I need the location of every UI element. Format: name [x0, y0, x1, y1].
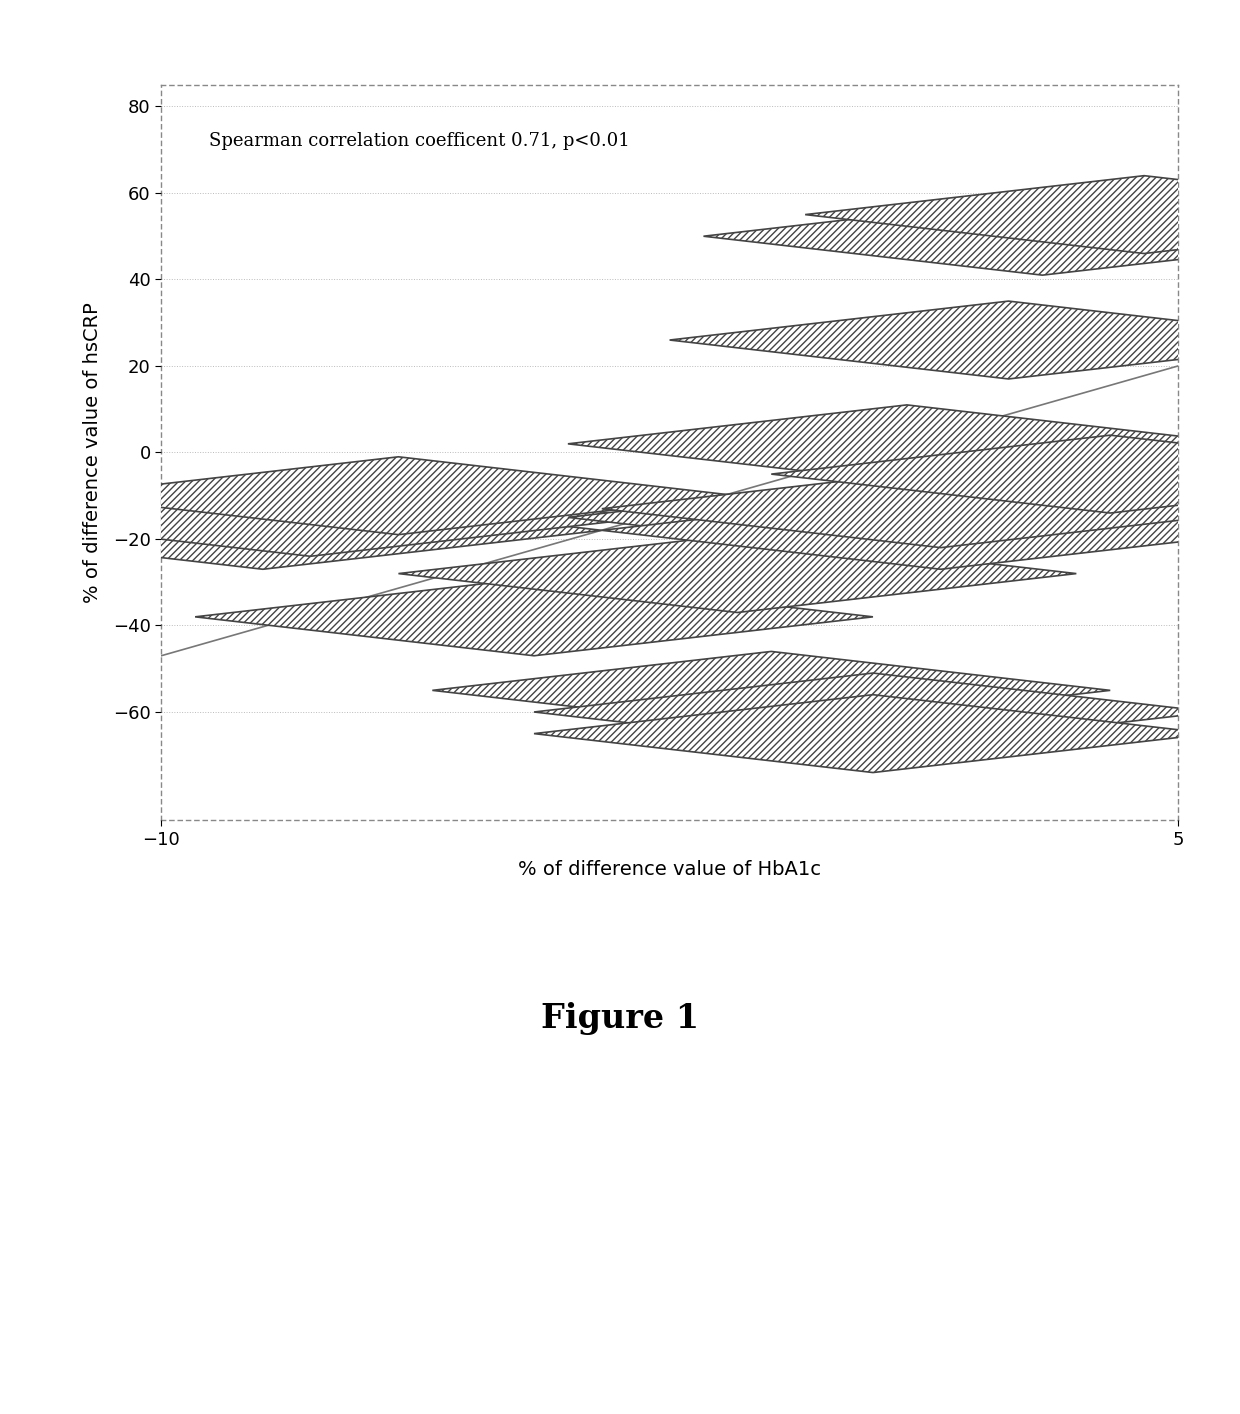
Polygon shape: [568, 404, 1240, 482]
Polygon shape: [0, 478, 650, 556]
Polygon shape: [433, 652, 1110, 730]
Text: Figure 1: Figure 1: [541, 1001, 699, 1035]
X-axis label: % of difference value of HbA1c: % of difference value of HbA1c: [518, 860, 821, 878]
Polygon shape: [805, 175, 1240, 253]
Polygon shape: [60, 457, 738, 534]
Y-axis label: % of difference value of hsCRP: % of difference value of hsCRP: [83, 303, 102, 602]
Polygon shape: [771, 436, 1240, 513]
Text: Spearman correlation coefficent 0.71, p<0.01: Spearman correlation coefficent 0.71, p<…: [208, 133, 630, 150]
Polygon shape: [534, 694, 1211, 772]
Polygon shape: [601, 469, 1240, 547]
Polygon shape: [703, 198, 1240, 276]
Polygon shape: [195, 578, 873, 656]
Polygon shape: [601, 492, 1240, 570]
Polygon shape: [568, 478, 1240, 556]
Polygon shape: [0, 492, 601, 570]
Polygon shape: [670, 301, 1240, 379]
Polygon shape: [534, 673, 1211, 751]
Polygon shape: [398, 534, 1076, 612]
